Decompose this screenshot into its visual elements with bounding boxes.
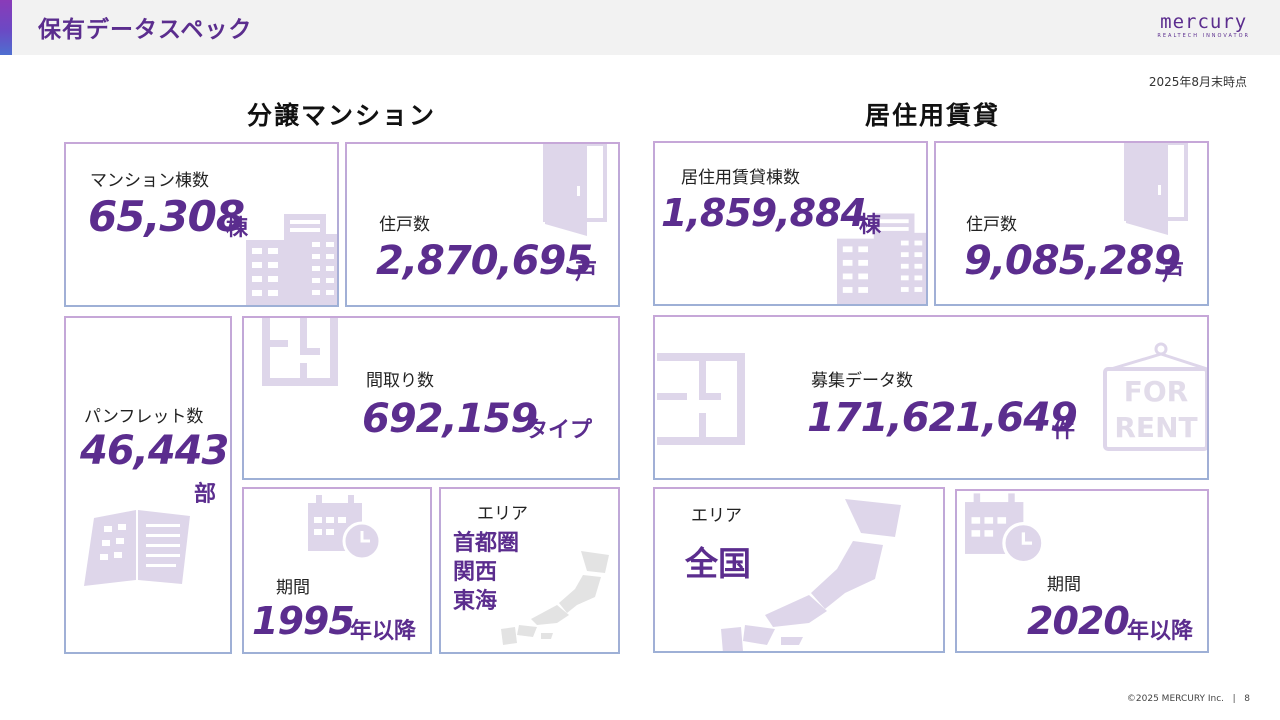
- card-condo-pamphlets: パンフレット数 46,443 部: [64, 316, 232, 654]
- door-icon: [543, 144, 607, 236]
- label-condo-buildings: マンション棟数: [90, 171, 209, 191]
- value-condo-units: 2,870,695: [376, 238, 593, 284]
- unit-rental-units: 戸: [1162, 261, 1185, 286]
- card-condo-units: 住戸数 2,870,695 戸: [345, 142, 620, 307]
- unit-rental-period: 年以降: [1127, 619, 1194, 644]
- header-bar: 保有データスペック mercury REALTECH INNOVATOR: [0, 0, 1280, 55]
- footer-separator: |: [1226, 694, 1242, 704]
- card-rental-buildings: 居住用賃貸棟数 1,859,884 棟: [653, 141, 928, 306]
- unit-condo-units: 戸: [575, 260, 598, 285]
- brochure-icon: [84, 510, 190, 586]
- unit-condo-floorplans: タイプ: [526, 418, 593, 443]
- value-condo-pamphlets: 46,443: [80, 428, 229, 474]
- label-rental-period: 期間: [1047, 575, 1081, 595]
- page-title: 保有データスペック: [38, 17, 253, 43]
- card-condo-area: エリア 首都圏 関西 東海: [439, 487, 620, 654]
- unit-rental-listings: 件: [1053, 418, 1076, 443]
- floorplan-icon: [657, 353, 745, 445]
- calendar-icon: [965, 493, 1045, 565]
- page-number: 8: [1244, 694, 1250, 704]
- building-icon: [837, 213, 926, 304]
- copyright: ©2025 MERCURY Inc.: [1126, 694, 1225, 704]
- sign-text-line2: RENT: [1114, 411, 1197, 444]
- card-rental-period: 期間 2020 年以降: [955, 489, 1209, 653]
- section-title-rental: 居住用賃貸: [865, 101, 1001, 130]
- card-rental-units: 住戸数 9,085,289 戸: [934, 141, 1209, 306]
- value-rental-area: 全国: [685, 544, 751, 583]
- unit-condo-buildings: 棟: [226, 216, 249, 241]
- value-rental-period: 2020: [1027, 599, 1130, 643]
- footer: ©2025 MERCURY Inc. | 8: [1127, 694, 1250, 704]
- label-condo-pamphlets: パンフレット数: [84, 407, 204, 427]
- floorplan-icon: [262, 318, 338, 386]
- label-condo-floorplans: 間取り数: [366, 371, 434, 391]
- value-condo-floorplans: 692,159: [362, 396, 538, 442]
- value-condo-period: 1995: [252, 599, 355, 643]
- sign-text-line1: FOR: [1124, 375, 1189, 408]
- value-rental-listings: 171,621,649: [807, 395, 1078, 441]
- japan-map-icon: [501, 551, 609, 645]
- logo-wordmark: mercury: [1160, 11, 1248, 33]
- card-condo-buildings: マンション棟数 65,308 棟: [64, 142, 339, 307]
- card-rental-listings: FOR RENT 募集データ数 171,621,649 件: [653, 315, 1209, 480]
- as-of-date: 2025年8月末時点: [1148, 75, 1247, 89]
- logo-tagline: REALTECH INNOVATOR: [1157, 33, 1250, 39]
- company-logo: mercury REALTECH INNOVATOR: [1157, 12, 1250, 40]
- calendar-icon: [308, 495, 382, 561]
- card-condo-period: 期間 1995 年以降: [242, 487, 432, 654]
- region-item-shutoken: 首都圏: [453, 531, 520, 556]
- label-rental-area: エリア: [691, 506, 742, 526]
- value-rental-units: 9,085,289: [964, 238, 1181, 284]
- label-rental-listings: 募集データ数: [811, 371, 913, 391]
- label-condo-area: エリア: [477, 504, 528, 524]
- door-icon: [1124, 143, 1188, 235]
- region-list: 首都圏 関西 東海: [453, 529, 519, 616]
- section-title-condo: 分譲マンション: [247, 101, 437, 130]
- region-item-kansai: 関西: [453, 560, 498, 585]
- header-accent: [0, 0, 12, 55]
- unit-condo-period: 年以降: [350, 619, 417, 644]
- card-condo-floorplans: 間取り数 692,159 タイプ: [242, 316, 620, 480]
- value-rental-buildings: 1,859,884: [661, 191, 867, 235]
- building-icon: [246, 214, 337, 305]
- label-condo-units: 住戸数: [379, 215, 430, 235]
- for-rent-sign-icon: FOR RENT: [1103, 342, 1207, 451]
- japan-map-icon: [721, 499, 901, 651]
- label-rental-buildings: 居住用賃貸棟数: [681, 168, 800, 188]
- label-rental-units: 住戸数: [966, 215, 1017, 235]
- unit-rental-buildings: 棟: [859, 213, 882, 238]
- region-item-tokai: 東海: [453, 589, 498, 614]
- card-rental-area: エリア 全国: [653, 487, 945, 653]
- value-condo-buildings: 65,308: [88, 192, 245, 241]
- label-condo-period: 期間: [276, 578, 310, 598]
- unit-condo-pamphlets: 部: [194, 482, 217, 507]
